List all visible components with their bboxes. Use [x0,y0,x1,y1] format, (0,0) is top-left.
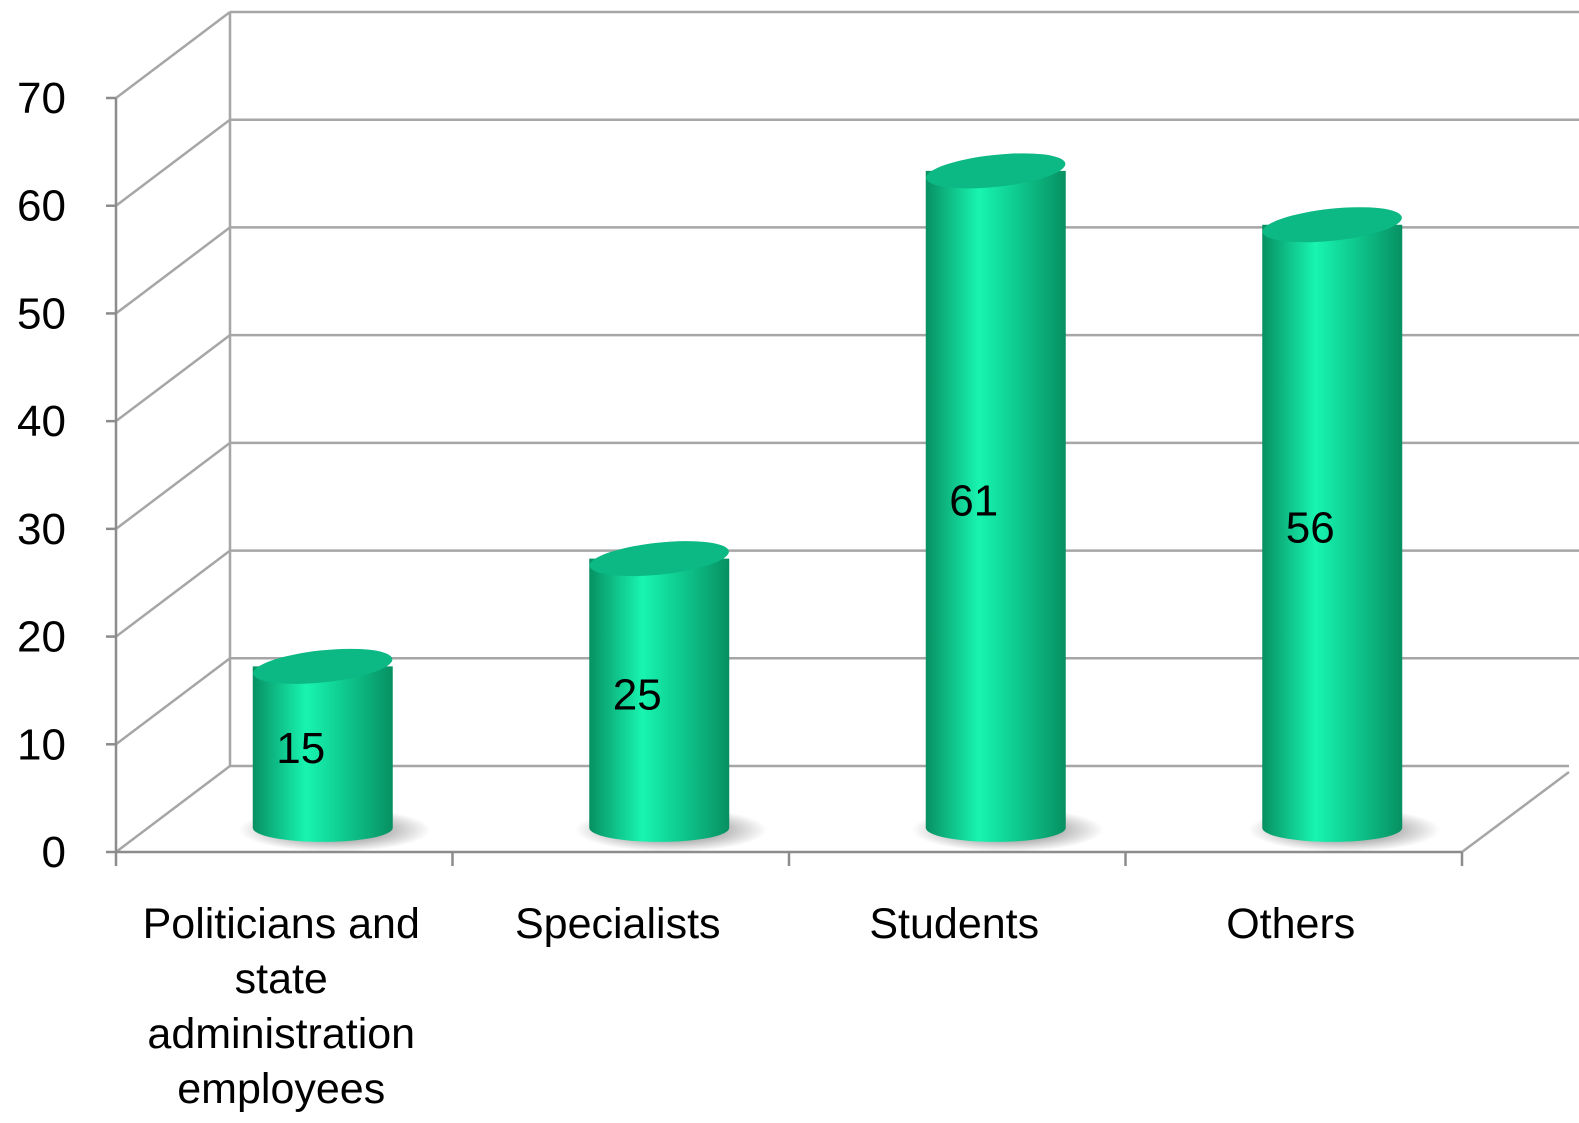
y-tick-label: 70 [17,74,66,123]
gridline-diagonal [115,11,231,99]
bar [252,648,393,842]
y-tick-label: 0 [42,828,66,877]
y-tick-label: 60 [17,182,66,231]
category-label-line: Politicians and [143,900,420,948]
category-label: Others [1226,900,1355,948]
bar-body [1262,224,1403,842]
category-label-line: Specialists [515,900,721,948]
bar-body [589,558,730,842]
y-tick-label: 40 [17,397,66,446]
category-label-line: administration [147,1010,415,1058]
category-label-line: Others [1226,900,1355,948]
x-axis-category-labels: Politicians and state administration employ… [143,900,1356,1113]
gridline-diagonal [115,549,231,638]
gridline-diagonal [115,334,231,423]
category-label: Politicians and state administration employ… [143,900,420,1113]
y-axis-tick-labels: 0 10 20 30 40 50 60 70 [17,74,66,877]
data-label: 15 [276,724,325,773]
bar [925,153,1066,842]
category-label: Students [869,900,1039,948]
bars [252,153,1403,842]
floor-right-edge [1461,771,1570,854]
y-tick-label: 50 [17,289,66,338]
bar-shadows [238,807,1441,852]
gridlines [115,10,1579,854]
category-label: Specialists [515,900,721,948]
gridline-diagonal [115,118,231,207]
data-label: 25 [613,670,662,719]
axes [106,96,1464,866]
gridline-diagonal [115,226,231,315]
bar-top [1262,207,1402,243]
data-label: 56 [1286,503,1335,552]
data-label: 61 [949,476,998,525]
bar [1262,207,1403,842]
bar-top [926,153,1066,189]
bar-top [253,648,393,684]
category-label-line: Students [869,900,1039,948]
bar-body [925,170,1066,842]
gridline-diagonal [115,765,231,853]
y-tick-label: 20 [17,613,66,662]
gridline-diagonal [115,657,231,746]
y-tick-label: 10 [17,720,66,769]
bar [589,541,730,842]
bar-top [589,541,729,577]
data-labels: 15 25 61 56 [276,476,1334,773]
category-label-line: employees [177,1065,385,1113]
category-label-line: state [235,955,328,1003]
bar-body [252,666,393,842]
y-tick-label: 30 [17,505,66,554]
gridline-diagonal [115,441,231,530]
